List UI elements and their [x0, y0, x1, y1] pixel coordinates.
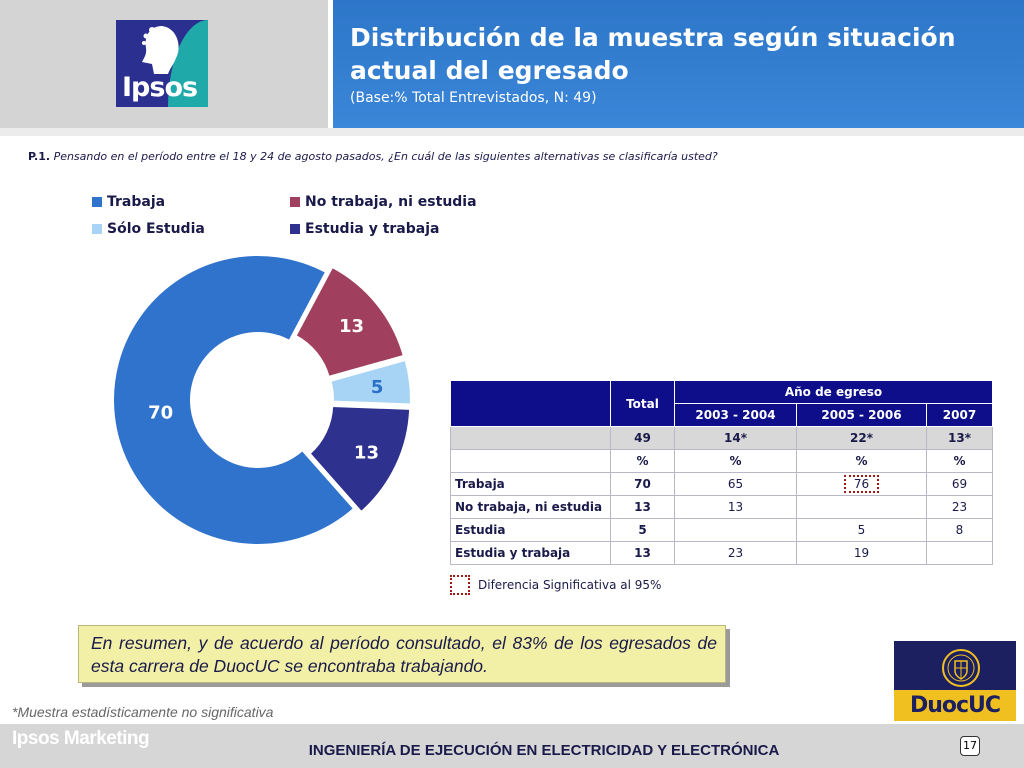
table-col-header: 2005 - 2006 — [796, 403, 927, 427]
table-cell: 8 — [926, 518, 993, 542]
table-year-header: Año de egreso — [674, 380, 993, 404]
legend-item-no-trabaja: No trabaja, ni estudia — [290, 194, 477, 210]
header-divider — [328, 0, 333, 128]
duoc-logo: DuocUC — [894, 641, 1016, 721]
table-cell: 49 — [610, 426, 675, 450]
table-cell: 14* — [674, 426, 797, 450]
table-pct-row: % % % % — [450, 449, 993, 473]
legend-item-estudia-trabaja: Estudia y trabaja — [290, 221, 439, 237]
table-corner — [450, 380, 611, 427]
header-rule — [0, 128, 1024, 136]
table-cell: 13* — [926, 426, 993, 450]
donut-data-label: 5 — [371, 377, 384, 398]
table-cell: 22* — [796, 426, 927, 450]
table-row: Trabaja 70 65 76 69 — [450, 472, 993, 496]
table-cell: % — [926, 449, 993, 473]
legend-item-solo-estudia: Sólo Estudia — [92, 221, 205, 237]
donut-data-label: 70 — [148, 403, 173, 424]
table-cell: % — [610, 449, 675, 473]
page-number: 17 — [960, 736, 980, 756]
table-row: Estudia y trabaja 13 23 19 — [450, 541, 993, 565]
legend-label: Sólo Estudia — [107, 221, 205, 237]
survey-question: P.1. Pensando en el período entre el 18 … — [28, 150, 718, 163]
table-cell: % — [796, 449, 927, 473]
donut-slice — [308, 404, 412, 514]
question-text: Pensando en el período entre el 18 y 24 … — [53, 150, 718, 163]
footer-title: INGENIERÍA DE EJECUCIÓN EN ELECTRICIDAD … — [308, 742, 780, 759]
table-row: Estudia 5 5 8 — [450, 518, 993, 542]
logo-face-icon — [142, 26, 179, 74]
row-label: No trabaja, ni estudia — [450, 495, 611, 519]
table-cell — [450, 426, 611, 450]
legend-label: Trabaja — [107, 194, 166, 210]
donut-data-label: 13 — [354, 442, 379, 463]
significance-legend: Diferencia Significativa al 95% — [450, 575, 661, 595]
table-total-header: Total — [610, 380, 675, 427]
results-table: Total Año de egreso 2003 - 2004 2005 - 2… — [450, 380, 993, 565]
row-label: Trabaja — [450, 472, 611, 496]
table-row: No trabaja, ni estudia 13 13 23 — [450, 495, 993, 519]
table-cell: 5 — [796, 518, 927, 542]
row-total: 70 — [610, 472, 675, 496]
table-cell — [674, 518, 797, 542]
row-total: 13 — [610, 495, 675, 519]
duoc-seal-icon — [942, 649, 980, 687]
legend-swatch — [290, 197, 300, 207]
donut-slice — [329, 358, 412, 406]
header-title-panel: Distribución de la muestra según situaci… — [333, 0, 1024, 128]
row-total: 5 — [610, 518, 675, 542]
summary-box: En resumen, y de acuerdo al período cons… — [78, 625, 726, 683]
row-total: 13 — [610, 541, 675, 565]
table-cell — [450, 449, 611, 473]
table-cell: 76 — [796, 472, 927, 496]
table-col-header: 2007 — [926, 403, 993, 427]
table-cell: % — [674, 449, 797, 473]
footer: Ipsos Marketing INGENIERÍA DE EJECUCIÓN … — [0, 724, 1024, 768]
table-cell — [796, 495, 927, 519]
table-cell: 23 — [674, 541, 797, 565]
significance-marker-icon — [450, 575, 470, 595]
row-label: Estudia — [450, 518, 611, 542]
legend-item-trabaja: Trabaja — [92, 194, 165, 210]
legend-label: No trabaja, ni estudia — [305, 194, 477, 210]
header-left-panel: Ipsos — [0, 0, 328, 128]
significant-value: 76 — [843, 475, 880, 493]
table-base-row: 49 14* 22* 13* — [450, 426, 993, 450]
table-cell: 23 — [926, 495, 993, 519]
row-label: Estudia y trabaja — [450, 541, 611, 565]
ipsos-logo: Ipsos — [116, 20, 208, 107]
footer-brand: Ipsos Marketing — [12, 728, 150, 749]
donut-data-label: 13 — [339, 316, 364, 337]
question-number: P.1. — [28, 150, 51, 163]
legend-swatch — [92, 197, 102, 207]
table-cell: 69 — [926, 472, 993, 496]
legend-swatch — [290, 224, 300, 234]
donut-chart: 13 5 13 70 — [112, 255, 412, 546]
logo-text: Ipsos — [122, 72, 198, 103]
legend-label: Estudia y trabaja — [305, 221, 440, 237]
donut-slice — [112, 255, 356, 546]
donut-slice — [294, 265, 406, 379]
duoc-logo-text: DuocUC — [894, 690, 1016, 721]
page-title: Distribución de la muestra según situaci… — [350, 23, 956, 85]
table-cell: 19 — [796, 541, 927, 565]
table-cell: 65 — [674, 472, 797, 496]
table-cell: 13 — [674, 495, 797, 519]
page-subtitle: (Base:% Total Entrevistados, N: 49) — [350, 90, 597, 106]
footnote: *Muestra estadísticamente no significati… — [12, 704, 274, 720]
significance-legend-text: Diferencia Significativa al 95% — [478, 578, 662, 592]
table-col-header: 2003 - 2004 — [674, 403, 797, 427]
table-cell — [926, 541, 993, 565]
legend-swatch — [92, 224, 102, 234]
